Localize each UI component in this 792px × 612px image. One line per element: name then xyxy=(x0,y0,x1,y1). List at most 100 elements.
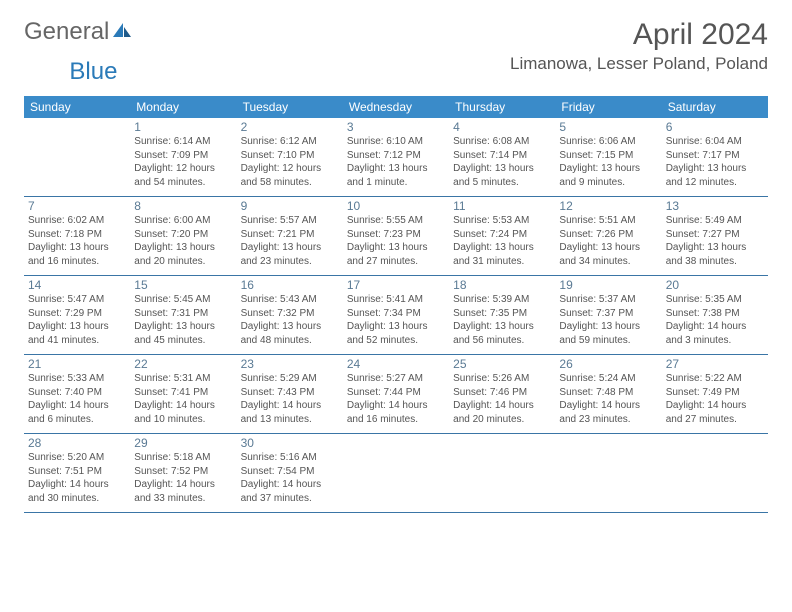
daylight-line: Daylight: 12 hours and 58 minutes. xyxy=(241,162,339,189)
day-cell: 28Sunrise: 5:20 AMSunset: 7:51 PMDayligh… xyxy=(24,434,130,512)
day-number: 17 xyxy=(347,278,445,292)
daylight-line: Daylight: 13 hours and 27 minutes. xyxy=(347,241,445,268)
sunrise-line: Sunrise: 6:08 AM xyxy=(453,135,551,149)
weekday-wednesday: Wednesday xyxy=(343,96,449,118)
sunset-line: Sunset: 7:09 PM xyxy=(134,149,232,163)
daylight-line: Daylight: 14 hours and 30 minutes. xyxy=(28,478,126,505)
sunrise-line: Sunrise: 5:31 AM xyxy=(134,372,232,386)
sunrise-line: Sunrise: 5:41 AM xyxy=(347,293,445,307)
location: Limanowa, Lesser Poland, Poland xyxy=(510,54,768,74)
day-cell: 18Sunrise: 5:39 AMSunset: 7:35 PMDayligh… xyxy=(449,276,555,354)
day-number: 7 xyxy=(28,199,126,213)
day-number: 2 xyxy=(241,120,339,134)
sunset-line: Sunset: 7:21 PM xyxy=(241,228,339,242)
sunset-line: Sunset: 7:38 PM xyxy=(666,307,764,321)
week-row: 1Sunrise: 6:14 AMSunset: 7:09 PM Daylight… xyxy=(24,118,768,197)
weekday-friday: Friday xyxy=(555,96,661,118)
daylight-line: Daylight: 14 hours and 23 minutes. xyxy=(559,399,657,426)
daylight-line: Daylight: 14 hours and 13 minutes. xyxy=(241,399,339,426)
day-cell: 30Sunrise: 5:16 AMSunset: 7:54 PMDayligh… xyxy=(237,434,343,512)
sunset-line: Sunset: 7:44 PM xyxy=(347,386,445,400)
day-number: 11 xyxy=(453,199,551,213)
day-cell: 14Sunrise: 5:47 AMSunset: 7:29 PMDayligh… xyxy=(24,276,130,354)
daylight-line: Daylight: 13 hours and 12 minutes. xyxy=(666,162,764,189)
sunrise-line: Sunrise: 5:49 AM xyxy=(666,214,764,228)
sunset-line: Sunset: 7:35 PM xyxy=(453,307,551,321)
daylight-line: Daylight: 13 hours and 56 minutes. xyxy=(453,320,551,347)
day-cell: 22Sunrise: 5:31 AMSunset: 7:41 PMDayligh… xyxy=(130,355,236,433)
sunset-line: Sunset: 7:14 PM xyxy=(453,149,551,163)
sunrise-line: Sunrise: 5:27 AM xyxy=(347,372,445,386)
sunset-line: Sunset: 7:34 PM xyxy=(347,307,445,321)
sunrise-line: Sunrise: 6:02 AM xyxy=(28,214,126,228)
day-number: 22 xyxy=(134,357,232,371)
sunset-line: Sunset: 7:27 PM xyxy=(666,228,764,242)
day-cell xyxy=(662,434,768,512)
day-number: 26 xyxy=(559,357,657,371)
sunrise-line: Sunrise: 5:51 AM xyxy=(559,214,657,228)
day-cell: 4Sunrise: 6:08 AMSunset: 7:14 PMDaylight… xyxy=(449,118,555,196)
brand-logo: General xyxy=(24,18,133,46)
day-number: 6 xyxy=(666,120,764,134)
day-cell: 11Sunrise: 5:53 AMSunset: 7:24 PMDayligh… xyxy=(449,197,555,275)
sunset-line: Sunset: 7:54 PM xyxy=(241,465,339,479)
sunset-line: Sunset: 7:52 PM xyxy=(134,465,232,479)
sunset-line: Sunset: 7:15 PM xyxy=(559,149,657,163)
day-number: 15 xyxy=(134,278,232,292)
sunrise-line: Sunrise: 5:53 AM xyxy=(453,214,551,228)
daylight-line: Daylight: 14 hours and 20 minutes. xyxy=(453,399,551,426)
day-cell: 17Sunrise: 5:41 AMSunset: 7:34 PMDayligh… xyxy=(343,276,449,354)
sunset-line: Sunset: 7:20 PM xyxy=(134,228,232,242)
sunrise-line: Sunrise: 5:16 AM xyxy=(241,451,339,465)
day-number: 14 xyxy=(28,278,126,292)
day-number: 1 xyxy=(134,120,232,134)
sunset-line: Sunset: 7:17 PM xyxy=(666,149,764,163)
day-cell: 23Sunrise: 5:29 AMSunset: 7:43 PMDayligh… xyxy=(237,355,343,433)
day-cell: 9Sunrise: 5:57 AMSunset: 7:21 PMDaylight… xyxy=(237,197,343,275)
sunset-line: Sunset: 7:23 PM xyxy=(347,228,445,242)
day-number: 5 xyxy=(559,120,657,134)
daylight-line: Daylight: 13 hours and 34 minutes. xyxy=(559,241,657,268)
sunrise-line: Sunrise: 6:14 AM xyxy=(134,135,232,149)
day-cell: 20Sunrise: 5:35 AMSunset: 7:38 PMDayligh… xyxy=(662,276,768,354)
day-cell: 1Sunrise: 6:14 AMSunset: 7:09 PMDaylight… xyxy=(130,118,236,196)
day-cell xyxy=(343,434,449,512)
sunset-line: Sunset: 7:24 PM xyxy=(453,228,551,242)
day-cell: 19Sunrise: 5:37 AMSunset: 7:37 PMDayligh… xyxy=(555,276,661,354)
daylight-line: Daylight: 13 hours and 41 minutes. xyxy=(28,320,126,347)
day-number: 16 xyxy=(241,278,339,292)
weekday-monday: Monday xyxy=(130,96,236,118)
sunset-line: Sunset: 7:37 PM xyxy=(559,307,657,321)
sunset-line: Sunset: 7:32 PM xyxy=(241,307,339,321)
brand-part1: General xyxy=(24,18,109,46)
week-row: 28Sunrise: 5:20 AMSunset: 7:51 PMDayligh… xyxy=(24,434,768,513)
weekday-sunday: Sunday xyxy=(24,96,130,118)
sunset-line: Sunset: 7:10 PM xyxy=(241,149,339,163)
sail-icon xyxy=(111,18,133,46)
day-number: 12 xyxy=(559,199,657,213)
calendar: SundayMondayTuesdayWednesdayThursdayFrid… xyxy=(24,96,768,513)
sunrise-line: Sunrise: 5:37 AM xyxy=(559,293,657,307)
day-number: 27 xyxy=(666,357,764,371)
sunset-line: Sunset: 7:49 PM xyxy=(666,386,764,400)
sunset-line: Sunset: 7:43 PM xyxy=(241,386,339,400)
daylight-line: Daylight: 14 hours and 33 minutes. xyxy=(134,478,232,505)
month-title: April 2024 xyxy=(510,18,768,52)
sunrise-line: Sunrise: 5:45 AM xyxy=(134,293,232,307)
sunset-line: Sunset: 7:51 PM xyxy=(28,465,126,479)
day-number: 13 xyxy=(666,199,764,213)
sunrise-line: Sunrise: 5:33 AM xyxy=(28,372,126,386)
day-number: 24 xyxy=(347,357,445,371)
day-cell xyxy=(24,118,130,196)
weeks: 1Sunrise: 6:14 AMSunset: 7:09 PM Daylight… xyxy=(24,118,768,513)
sunrise-line: Sunrise: 6:12 AM xyxy=(241,135,339,149)
day-cell xyxy=(449,434,555,512)
day-cell: 15Sunrise: 5:45 AMSunset: 7:31 PMDayligh… xyxy=(130,276,236,354)
sunset-line: Sunset: 7:48 PM xyxy=(559,386,657,400)
sunset-line: Sunset: 7:12 PM xyxy=(347,149,445,163)
day-cell: 16Sunrise: 5:43 AMSunset: 7:32 PMDayligh… xyxy=(237,276,343,354)
day-number: 10 xyxy=(347,199,445,213)
daylight-line: Daylight: 14 hours and 10 minutes. xyxy=(134,399,232,426)
sunrise-line: Sunrise: 5:26 AM xyxy=(453,372,551,386)
sunset-line: Sunset: 7:31 PM xyxy=(134,307,232,321)
